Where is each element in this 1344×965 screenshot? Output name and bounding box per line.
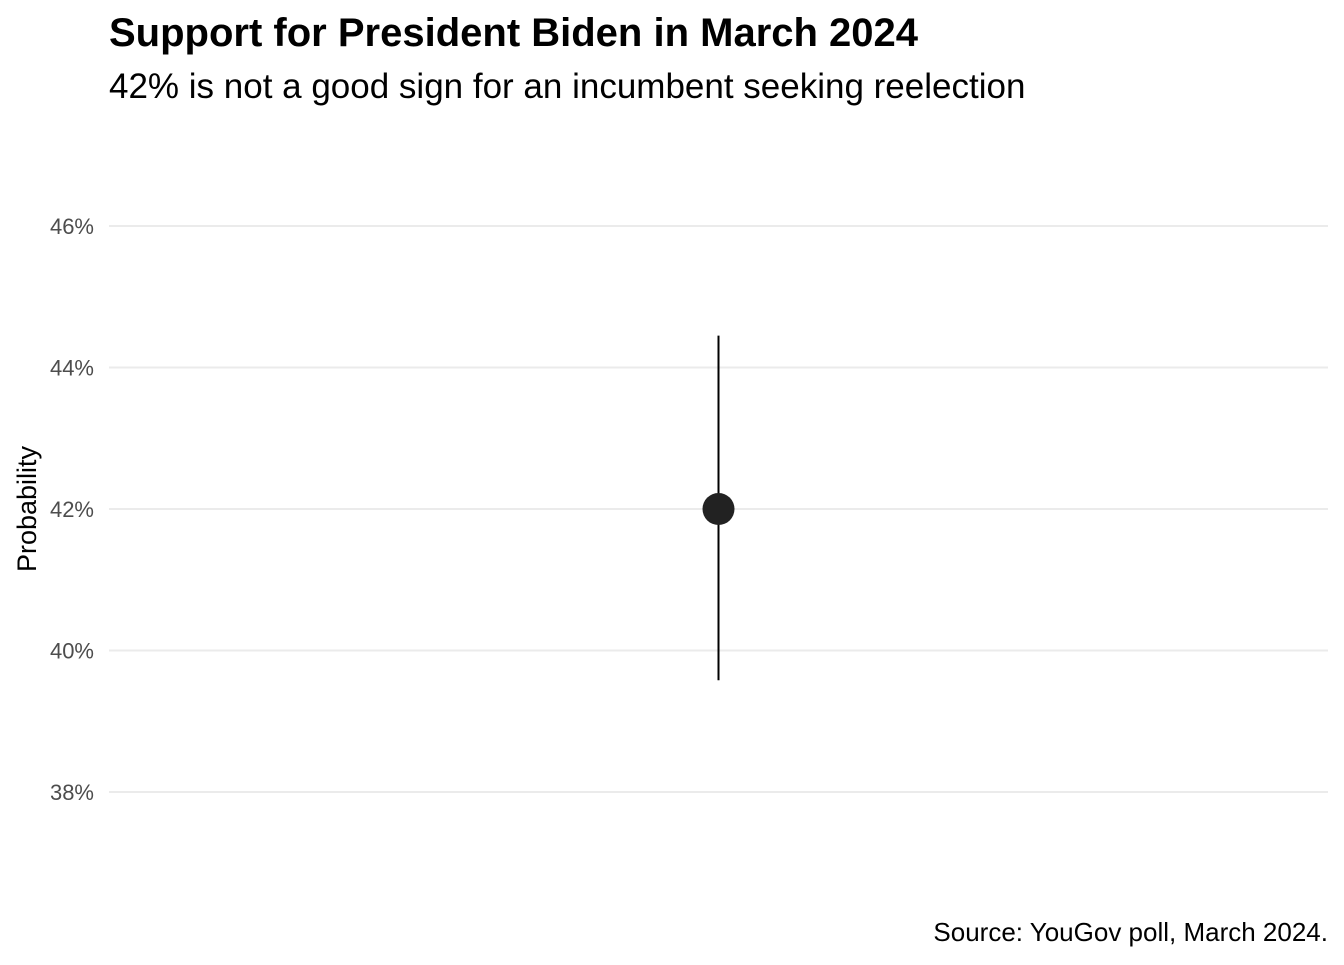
y-tick-label: 46% (50, 214, 94, 239)
y-tick-label: 42% (50, 497, 94, 522)
chart-caption: Source: YouGov poll, March 2024. (933, 917, 1328, 947)
y-tick-label: 38% (50, 780, 94, 805)
data-marks (702, 335, 735, 681)
y-tick-label: 44% (50, 356, 94, 381)
y-axis-label: Probability (12, 445, 42, 572)
chart-title: Support for President Biden in March 202… (109, 11, 919, 55)
data-point (702, 493, 735, 525)
y-axis-tick-labels: 38% 40% 42% 44% 46% (50, 214, 94, 805)
chart-subtitle: 42% is not a good sign for an incumbent … (109, 67, 1025, 106)
y-tick-label: 40% (50, 639, 94, 664)
